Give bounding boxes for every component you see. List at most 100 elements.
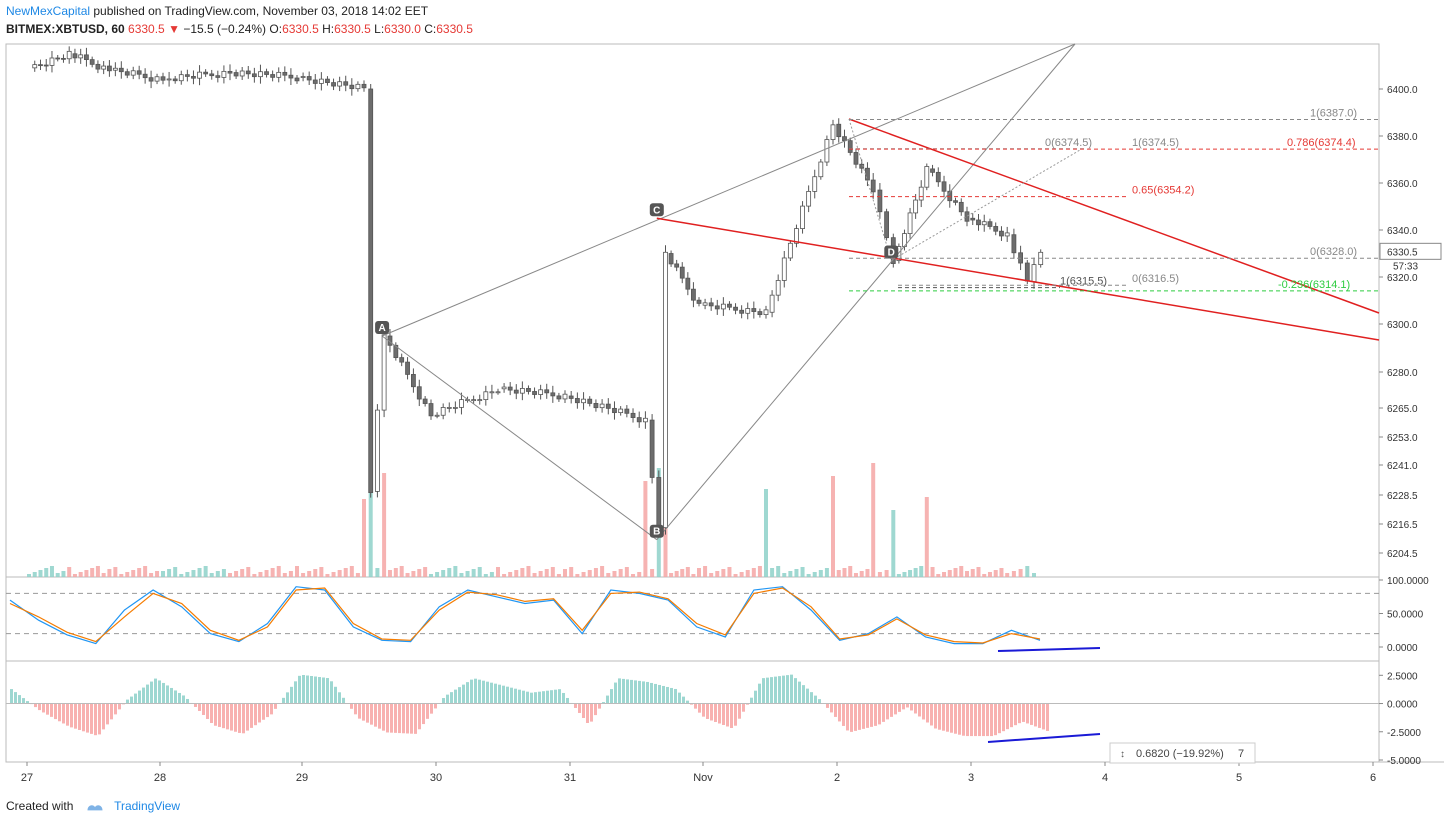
macd-histogram-bar xyxy=(298,675,301,704)
candle-body xyxy=(958,201,964,213)
close-label: C: xyxy=(424,22,437,36)
candle-body xyxy=(416,386,422,400)
candle-body xyxy=(824,139,830,163)
volume-bar xyxy=(137,568,142,577)
macd-histogram-bar xyxy=(450,692,453,704)
fib-label: 0.786(6374.4) xyxy=(1287,137,1356,149)
volume-bar xyxy=(429,574,433,577)
volume-bar xyxy=(532,573,537,577)
volume-bar xyxy=(502,574,507,577)
macd-histogram-bar xyxy=(986,703,989,737)
volume-bar xyxy=(674,571,679,577)
macd-histogram-bar xyxy=(314,676,317,704)
candle-body xyxy=(325,78,330,83)
macd-histogram-bar xyxy=(22,698,25,704)
volume-bar xyxy=(203,566,208,577)
candle-body xyxy=(812,176,818,192)
macd-histogram-bar xyxy=(974,703,977,737)
volume-bar xyxy=(161,571,165,577)
macd-histogram-bar xyxy=(486,681,489,704)
macd-histogram-bar xyxy=(506,686,509,704)
volume-bar xyxy=(770,568,775,577)
macd-histogram-bar xyxy=(630,679,633,704)
candle-body xyxy=(636,417,642,423)
volume-bar xyxy=(191,570,196,577)
macd-histogram-bar xyxy=(498,684,501,704)
volume-bar xyxy=(600,566,605,577)
macd-histogram-bar xyxy=(658,684,661,704)
volume-bar xyxy=(496,567,500,577)
macd-divergence-line xyxy=(987,733,1101,743)
volume-bar xyxy=(788,571,793,577)
macd-histogram-bar xyxy=(138,690,141,704)
macd-histogram-bar xyxy=(42,703,45,713)
time-tick-label: 4 xyxy=(1102,772,1108,784)
macd-histogram-bar xyxy=(622,678,625,704)
macd-histogram-bar xyxy=(590,703,593,722)
volume-bar xyxy=(90,568,95,577)
macd-histogram-bar xyxy=(550,690,553,704)
macd-histogram-bar xyxy=(938,703,941,730)
macd-histogram-bar xyxy=(566,697,569,704)
macd-histogram-bar xyxy=(170,687,173,704)
macd-histogram-bar xyxy=(846,703,849,731)
macd-histogram-bar xyxy=(850,703,853,732)
tradingview-brand[interactable]: TradingView xyxy=(114,799,181,813)
volume-bar xyxy=(179,574,184,577)
macd-histogram-bar xyxy=(1038,703,1041,728)
macd-histogram-bar xyxy=(1014,703,1017,726)
macd-histogram-bar xyxy=(694,703,697,709)
stoch-tick-label: 50.0000 xyxy=(1387,610,1424,621)
macd-histogram-bar xyxy=(574,703,577,708)
candle-body xyxy=(130,70,136,76)
macd-histogram-bar xyxy=(558,689,561,704)
candle-body xyxy=(739,309,745,314)
candle-body xyxy=(172,78,178,82)
candle-body xyxy=(1004,232,1010,237)
volume-bar xyxy=(836,570,841,577)
volume-bar xyxy=(477,567,482,577)
price-tick-label: 6228.5 xyxy=(1387,491,1418,502)
volume-bar xyxy=(877,572,882,577)
volume-bar xyxy=(375,568,380,577)
candle-body xyxy=(294,77,300,82)
macd-histogram-bar xyxy=(866,703,869,728)
volume-bar xyxy=(618,569,623,577)
candle-body xyxy=(471,399,477,402)
candle-body xyxy=(399,357,405,363)
macd-histogram-bar xyxy=(954,703,957,734)
volume-bar xyxy=(884,570,889,577)
macd-histogram-bar xyxy=(518,689,521,704)
macd-histogram-bar xyxy=(342,697,345,704)
candle-body xyxy=(568,395,574,399)
symbol-label: BITMEX:XBTUSD, 60 xyxy=(6,22,125,36)
volume-bar xyxy=(453,566,458,577)
volume-bar xyxy=(902,572,907,577)
volume-bar xyxy=(1032,573,1036,577)
macd-histogram-bar xyxy=(50,703,53,717)
volume-bar xyxy=(1011,571,1016,577)
candle-body xyxy=(751,308,757,312)
macd-histogram-bar xyxy=(610,689,613,704)
macd-histogram-bar xyxy=(374,703,377,727)
macd-histogram-bar xyxy=(534,692,537,704)
candle-body xyxy=(513,389,519,394)
macd-histogram-bar xyxy=(982,703,985,737)
volume-bar xyxy=(508,572,513,577)
macd-histogram-bar xyxy=(306,675,309,704)
macd-histogram-bar xyxy=(98,703,101,735)
macd-histogram-bar xyxy=(146,684,149,704)
candle-body xyxy=(101,65,107,70)
publisher-name[interactable]: NewMexCapital xyxy=(6,4,91,18)
volume-bar xyxy=(435,572,440,577)
candle-body xyxy=(781,257,787,281)
price-tick-label: 6300.0 xyxy=(1387,320,1418,331)
volume-bar xyxy=(215,571,220,577)
macd-histogram-bar xyxy=(394,703,397,733)
volume-bar xyxy=(246,567,251,577)
macd-histogram-bar xyxy=(86,703,89,733)
macd-histogram-bar xyxy=(698,703,701,713)
macd-histogram-bar xyxy=(678,692,681,704)
volume-bar xyxy=(319,567,324,577)
